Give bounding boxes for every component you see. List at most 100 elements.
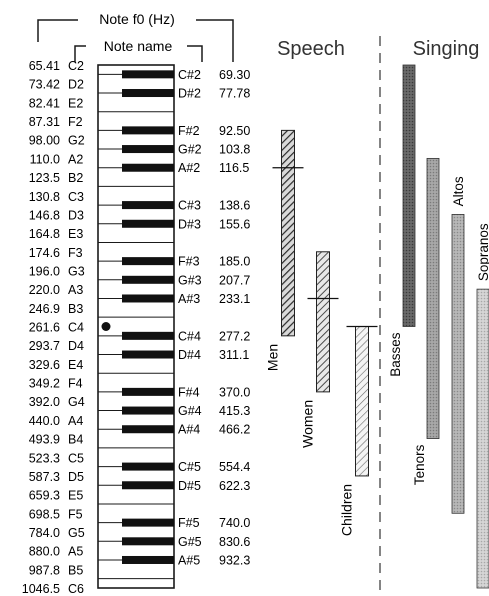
white-key-name: E4	[68, 358, 83, 372]
black-key-a-sharp2	[122, 163, 174, 172]
white-key-name: F5	[68, 507, 83, 521]
black-key-freq: 155.6	[219, 217, 250, 231]
white-key-freq: 174.6	[29, 246, 60, 260]
singing-title: Singing	[413, 38, 480, 60]
black-key-freq: 740.0	[219, 516, 250, 530]
white-key-freq: 880.0	[29, 545, 60, 559]
black-key-name: A#5	[178, 553, 200, 567]
black-key-f-sharp3	[122, 257, 174, 266]
white-key-freq: 587.3	[29, 470, 60, 484]
black-key-c-sharp5	[122, 462, 174, 471]
black-key-freq: 415.3	[219, 404, 250, 418]
note-name-header-label: Note name	[104, 38, 173, 54]
singing-bar-tenors	[426, 157, 440, 439]
singing-label-tenors: Tenors	[412, 444, 427, 485]
white-key-name: C2	[68, 59, 84, 73]
black-key-freq: 622.3	[219, 479, 250, 493]
white-key-name: D2	[68, 78, 84, 92]
white-key-name: B5	[68, 563, 83, 577]
white-key-freq: 349.2	[29, 377, 60, 391]
black-key-name: F#2	[178, 124, 200, 138]
black-key-freq: 103.8	[219, 143, 250, 157]
white-key-freq: 123.5	[29, 171, 60, 185]
black-key-name: D#4	[178, 348, 201, 362]
white-key-freq: 698.5	[29, 507, 60, 521]
black-key-name: D#5	[178, 479, 201, 493]
black-key-d-sharp2	[122, 89, 174, 98]
black-key-name: G#2	[178, 143, 202, 157]
white-key-freq: 130.8	[29, 190, 60, 204]
black-key-freq: 311.1	[219, 348, 249, 362]
black-key-freq: 830.6	[219, 535, 250, 549]
black-key-name: A#2	[178, 161, 200, 175]
singing-label-sopranos: Sopranos	[476, 223, 489, 281]
white-key-name: C3	[68, 190, 84, 204]
singing-bar-altos	[451, 214, 465, 514]
black-key-freq: 466.2	[219, 423, 250, 437]
singing-label-altos: Altos	[451, 176, 466, 206]
white-key-freq: 220.0	[29, 283, 60, 297]
white-key-name: D5	[68, 470, 84, 484]
black-key-c-sharp3	[122, 201, 174, 210]
white-key-freq: 110.0	[30, 152, 60, 166]
white-key-name: G3	[68, 264, 85, 278]
black-key-d-sharp4	[122, 350, 174, 359]
black-key-name: F#3	[178, 255, 200, 269]
white-key-freq: 65.41	[29, 59, 60, 73]
white-key-name: A3	[68, 283, 83, 297]
black-key-name: F#4	[178, 385, 200, 399]
white-key-name: B3	[68, 302, 83, 316]
white-key-name: D3	[68, 208, 84, 222]
black-key-freq: 92.50	[219, 124, 250, 138]
white-key-freq: 261.6	[29, 321, 60, 335]
black-key-f-sharp5	[122, 518, 174, 527]
black-key-name: A#4	[178, 423, 200, 437]
white-key-freq: 329.6	[29, 358, 60, 372]
speech-label-men: Men	[265, 344, 281, 371]
white-key-name: C4	[68, 321, 84, 335]
black-key-freq: 116.5	[219, 161, 249, 175]
white-key-freq: 196.0	[29, 264, 60, 278]
black-key-freq: 932.3	[219, 553, 250, 567]
white-key-freq: 493.9	[29, 433, 60, 447]
black-key-d-sharp3	[122, 219, 174, 228]
black-key-name: G#4	[178, 404, 202, 418]
black-key-d-sharp5	[122, 481, 174, 490]
white-key-name: F4	[68, 377, 83, 391]
singing-bar-sopranos	[476, 288, 489, 589]
white-key-freq: 146.8	[29, 208, 60, 222]
f0-header-bracket	[37, 19, 234, 62]
black-key-name: C#3	[178, 199, 201, 213]
white-key-name: B2	[68, 171, 83, 185]
white-key-freq: 784.0	[29, 526, 60, 540]
black-key-freq: 207.7	[219, 273, 250, 287]
black-key-name: G#3	[178, 273, 202, 287]
white-key-freq: 392.0	[29, 395, 60, 409]
singing-label-basses: Basses	[388, 332, 403, 377]
singing-bar-basses	[402, 64, 416, 327]
black-key-f-sharp2	[122, 126, 174, 135]
white-key-name: B4	[68, 433, 83, 447]
black-key-freq: 277.2	[219, 329, 250, 343]
white-key-name: A2	[68, 152, 83, 166]
middle-c-marker	[101, 322, 111, 331]
white-key-name: G5	[68, 526, 85, 540]
white-key-freq: 987.8	[29, 563, 60, 577]
white-key-freq: 659.3	[29, 489, 60, 503]
white-key-freq: 98.00	[29, 134, 60, 148]
black-key-name: C#2	[178, 68, 201, 82]
black-key-a-sharp3	[122, 294, 174, 303]
speech-label-women: Women	[300, 400, 316, 448]
black-key-a-sharp5	[122, 555, 174, 564]
white-key-name: C6	[68, 582, 84, 596]
white-key-freq: 73.42	[29, 78, 60, 92]
black-key-name: D#3	[178, 217, 201, 231]
white-key-name: A4	[68, 414, 83, 428]
speech-title: Speech	[277, 38, 345, 60]
white-key-name: D4	[68, 339, 84, 353]
speech-label-children: Children	[339, 484, 355, 536]
black-key-name: G#5	[178, 535, 202, 549]
black-key-freq: 185.0	[219, 255, 250, 269]
white-key-name: A5	[68, 545, 83, 559]
